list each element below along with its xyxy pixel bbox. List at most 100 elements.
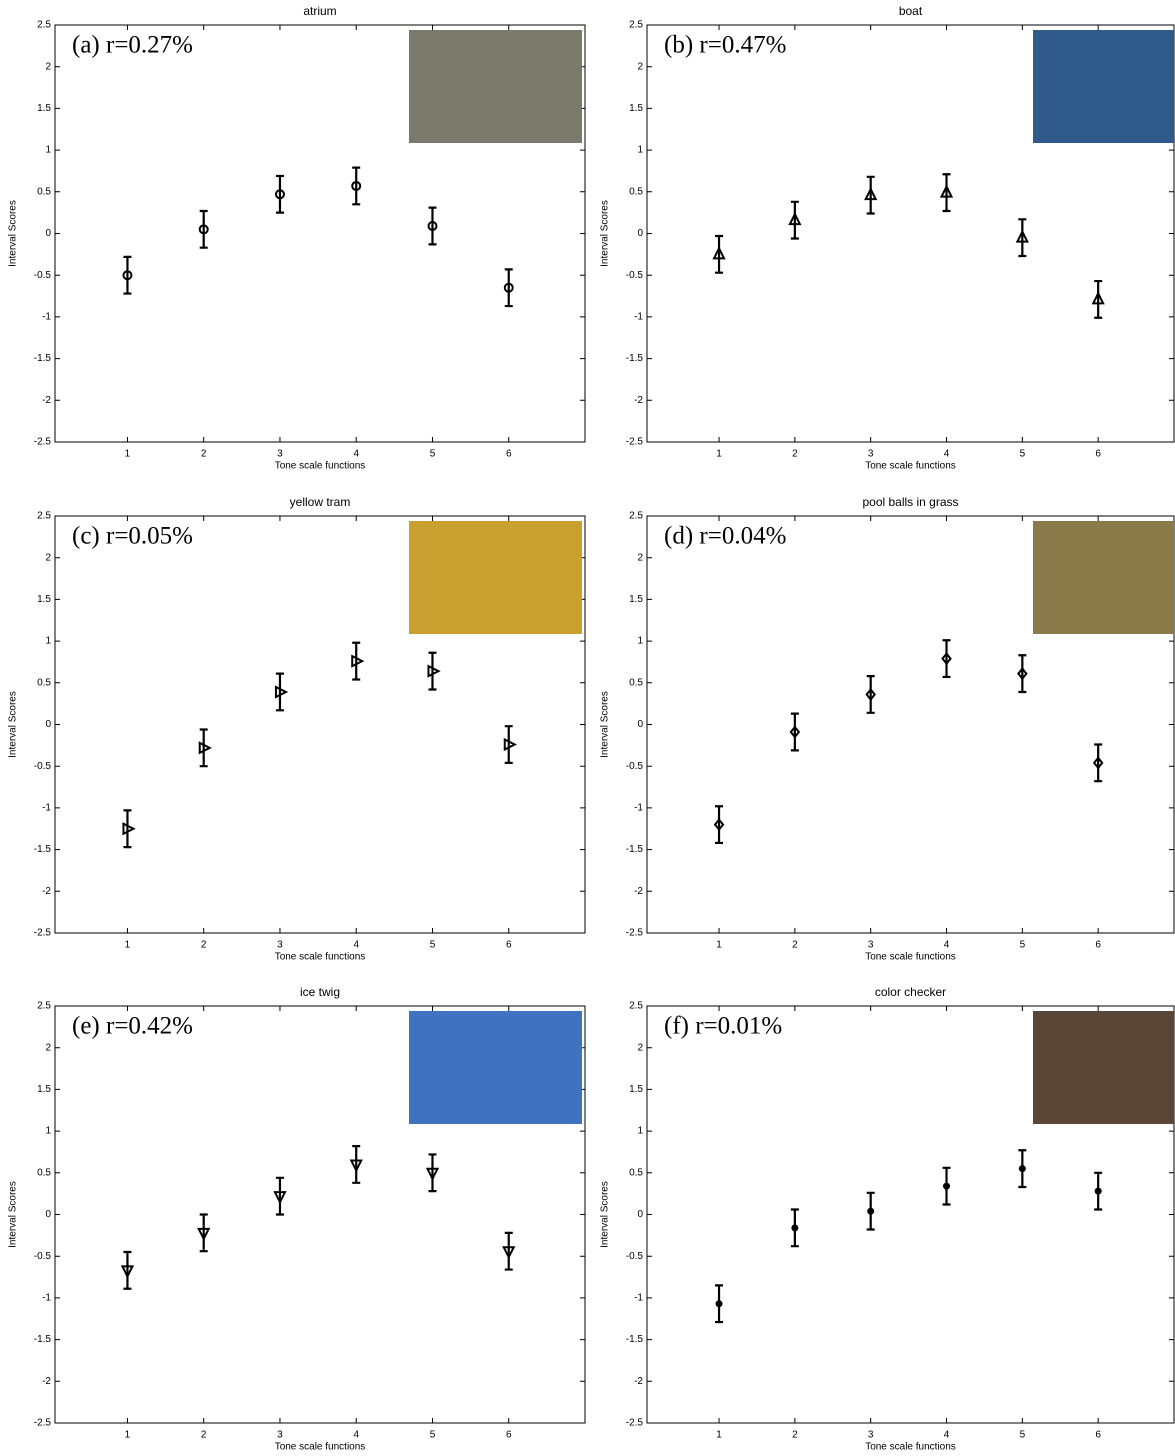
annotation: (a) r=0.27% bbox=[72, 32, 193, 59]
y-tick-label: 2 bbox=[45, 552, 51, 563]
x-tick-label: 2 bbox=[792, 1430, 798, 1441]
x-tick-label: 5 bbox=[430, 449, 436, 460]
x-tick-label: 5 bbox=[1020, 449, 1026, 460]
y-tick-label: -2.5 bbox=[34, 928, 52, 939]
annotation: (b) r=0.47% bbox=[664, 32, 786, 59]
chart-title: pool balls in grass bbox=[862, 495, 958, 509]
y-tick-label: 2.5 bbox=[629, 20, 643, 31]
y-tick-label: -1 bbox=[42, 312, 51, 323]
x-tick-label: 4 bbox=[944, 1430, 950, 1441]
y-tick-label: 0.5 bbox=[37, 186, 51, 197]
x-tick-label: 5 bbox=[430, 940, 436, 951]
y-tick-label: -2.5 bbox=[626, 437, 644, 448]
chart-title: yellow tram bbox=[290, 495, 351, 509]
y-tick-label: 2.5 bbox=[37, 1001, 51, 1012]
annotation: (d) r=0.04% bbox=[664, 523, 786, 550]
y-tick-label: -1 bbox=[42, 1293, 51, 1304]
y-tick-label: -1.5 bbox=[34, 353, 52, 364]
y-tick-label: -1.5 bbox=[34, 844, 52, 855]
y-tick-label: -2 bbox=[634, 395, 643, 406]
x-tick-label: 6 bbox=[506, 1430, 512, 1441]
x-tick-label: 3 bbox=[868, 449, 874, 460]
x-tick-label: 2 bbox=[792, 449, 798, 460]
y-tick-label: 2 bbox=[637, 61, 643, 72]
x-tick-label: 4 bbox=[353, 449, 359, 460]
y-tick-label: 1.5 bbox=[629, 594, 643, 605]
x-axis-label: Tone scale functions bbox=[275, 952, 366, 963]
y-tick-label: -1 bbox=[634, 1293, 643, 1304]
x-tick-label: 4 bbox=[944, 449, 950, 460]
y-tick-label: -2 bbox=[634, 1376, 643, 1387]
x-tick-label: 5 bbox=[1020, 940, 1026, 951]
y-tick-label: 1.5 bbox=[37, 103, 51, 114]
y-tick-label: -1 bbox=[634, 803, 643, 814]
y-tick-label: -2.5 bbox=[626, 928, 644, 939]
thumbnail bbox=[1033, 30, 1174, 143]
x-tick-label: 5 bbox=[1020, 1430, 1026, 1441]
x-axis-label: Tone scale functions bbox=[275, 461, 366, 472]
marker bbox=[943, 1183, 950, 1190]
x-tick-label: 2 bbox=[792, 940, 798, 951]
y-tick-label: 2.5 bbox=[629, 511, 643, 522]
y-tick-label: 0.5 bbox=[37, 1167, 51, 1178]
y-tick-label: 2.5 bbox=[37, 511, 51, 522]
x-tick-label: 1 bbox=[125, 449, 131, 460]
y-tick-label: 0.5 bbox=[37, 677, 51, 688]
y-tick-label: 1 bbox=[637, 145, 643, 156]
x-tick-label: 4 bbox=[353, 940, 359, 951]
y-tick-label: -1 bbox=[42, 803, 51, 814]
y-tick-label: 0 bbox=[45, 1209, 51, 1220]
x-tick-label: 1 bbox=[716, 449, 722, 460]
y-tick-label: 1 bbox=[637, 1126, 643, 1137]
x-tick-label: 3 bbox=[868, 940, 874, 951]
x-tick-label: 1 bbox=[716, 1430, 722, 1441]
thumbnail bbox=[1033, 521, 1174, 634]
y-tick-label: 0 bbox=[637, 228, 643, 239]
x-tick-label: 4 bbox=[353, 1430, 359, 1441]
y-tick-label: 1.5 bbox=[37, 1084, 51, 1095]
marker bbox=[791, 1224, 798, 1231]
chart-title: color checker bbox=[875, 985, 946, 999]
y-tick-label: -0.5 bbox=[626, 761, 644, 772]
x-tick-label: 4 bbox=[944, 940, 950, 951]
y-tick-label: -2.5 bbox=[34, 437, 52, 448]
marker bbox=[1019, 1165, 1026, 1172]
x-tick-label: 3 bbox=[277, 940, 283, 951]
y-axis-label: Interval Scores bbox=[8, 691, 19, 758]
y-tick-label: -2.5 bbox=[626, 1418, 644, 1429]
x-tick-label: 2 bbox=[201, 1430, 207, 1441]
x-axis-label: Tone scale functions bbox=[865, 1442, 956, 1453]
x-tick-label: 2 bbox=[201, 449, 207, 460]
annotation: (f) r=0.01% bbox=[664, 1013, 782, 1040]
x-tick-label: 3 bbox=[277, 1430, 283, 1441]
y-tick-label: -0.5 bbox=[626, 1251, 644, 1262]
y-tick-label: 1 bbox=[637, 636, 643, 647]
y-axis-label: Interval Scores bbox=[8, 200, 19, 267]
y-tick-label: -0.5 bbox=[34, 1251, 52, 1262]
y-tick-label: 0.5 bbox=[629, 186, 643, 197]
annotation: (c) r=0.05% bbox=[72, 523, 193, 550]
y-axis-label: Interval Scores bbox=[600, 691, 611, 758]
x-axis-label: Tone scale functions bbox=[275, 1442, 366, 1453]
figure: atrium -2.5 -2 -1.5 -1 -0.5 0 0.5 1 1.5 2 2.5 1 2 3 4 5 6… bbox=[0, 0, 1175, 1456]
y-tick-label: 1 bbox=[45, 1126, 51, 1137]
thumbnail bbox=[1033, 1011, 1174, 1124]
x-tick-label: 1 bbox=[125, 940, 131, 951]
x-tick-label: 6 bbox=[1095, 940, 1101, 951]
y-tick-label: 1 bbox=[45, 636, 51, 647]
x-tick-label: 6 bbox=[1095, 1430, 1101, 1441]
y-tick-label: -1.5 bbox=[626, 844, 644, 855]
y-tick-label: 2.5 bbox=[37, 20, 51, 31]
y-tick-label: 2 bbox=[45, 1042, 51, 1053]
y-tick-label: 0 bbox=[45, 228, 51, 239]
page: atrium -2.5 -2 -1.5 -1 -0.5 0 0.5 1 1.5 2 2.5 1 2 3 4 5 6… bbox=[0, 0, 1175, 1456]
y-tick-label: 0 bbox=[45, 719, 51, 730]
y-tick-label: 0.5 bbox=[629, 1167, 643, 1178]
y-tick-label: 0 bbox=[637, 1209, 643, 1220]
marker bbox=[1095, 1188, 1102, 1195]
x-tick-label: 3 bbox=[868, 1430, 874, 1441]
y-tick-label: 1.5 bbox=[629, 103, 643, 114]
chart-title: atrium bbox=[303, 4, 336, 18]
y-tick-label: -1 bbox=[634, 312, 643, 323]
y-tick-label: 1.5 bbox=[37, 594, 51, 605]
